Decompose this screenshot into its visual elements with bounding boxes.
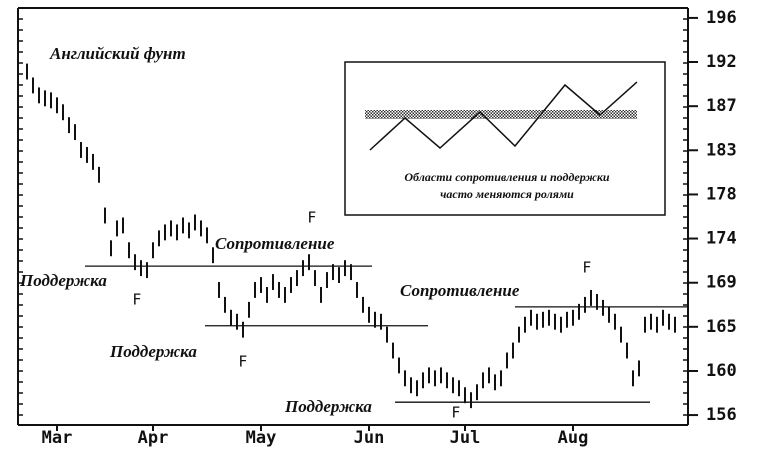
y-tick-label: 165 — [706, 317, 737, 337]
inset: Области сопротивления и поддержки часто … — [344, 61, 666, 216]
inset-caption: часто меняются ролями — [440, 187, 574, 201]
x-tick-label: May — [246, 428, 277, 448]
f-marker: F — [133, 291, 142, 309]
level-label: Поддержка — [284, 397, 372, 416]
y-tick-label: 183 — [706, 140, 737, 160]
level-label: Сопротивление — [400, 281, 520, 300]
inset-box — [344, 61, 666, 216]
y-tick-label: 160 — [706, 361, 737, 381]
inset-band — [365, 110, 637, 119]
y-tick-label: 192 — [706, 52, 737, 72]
f-marker: F — [239, 353, 248, 371]
x-tick-label: Jul — [450, 428, 481, 448]
f-marker: F — [452, 404, 461, 422]
x-tick-label: Aug — [558, 428, 589, 448]
y-tick-label: 156 — [706, 405, 737, 425]
x-tick-label: Mar — [42, 428, 73, 448]
level-label: Сопротивление — [215, 234, 335, 253]
x-tick-label: Jun — [354, 428, 385, 448]
y-tick-label: 169 — [706, 273, 737, 293]
y-tick-label: 196 — [706, 8, 737, 28]
inset-caption: Области сопротивления и поддержки — [404, 170, 610, 184]
level-label: Поддержка — [109, 342, 197, 361]
chart-title: Английский фунт — [49, 44, 186, 63]
level-label: Поддержка — [19, 271, 107, 290]
inset-zigzag — [369, 81, 638, 151]
x-tick-label: Apr — [138, 428, 169, 448]
y-tick-label: 174 — [706, 229, 737, 249]
y-tick-label: 178 — [706, 184, 737, 204]
f-marker: F — [308, 209, 317, 227]
f-marker: F — [583, 259, 592, 277]
y-tick-label: 187 — [706, 96, 737, 116]
